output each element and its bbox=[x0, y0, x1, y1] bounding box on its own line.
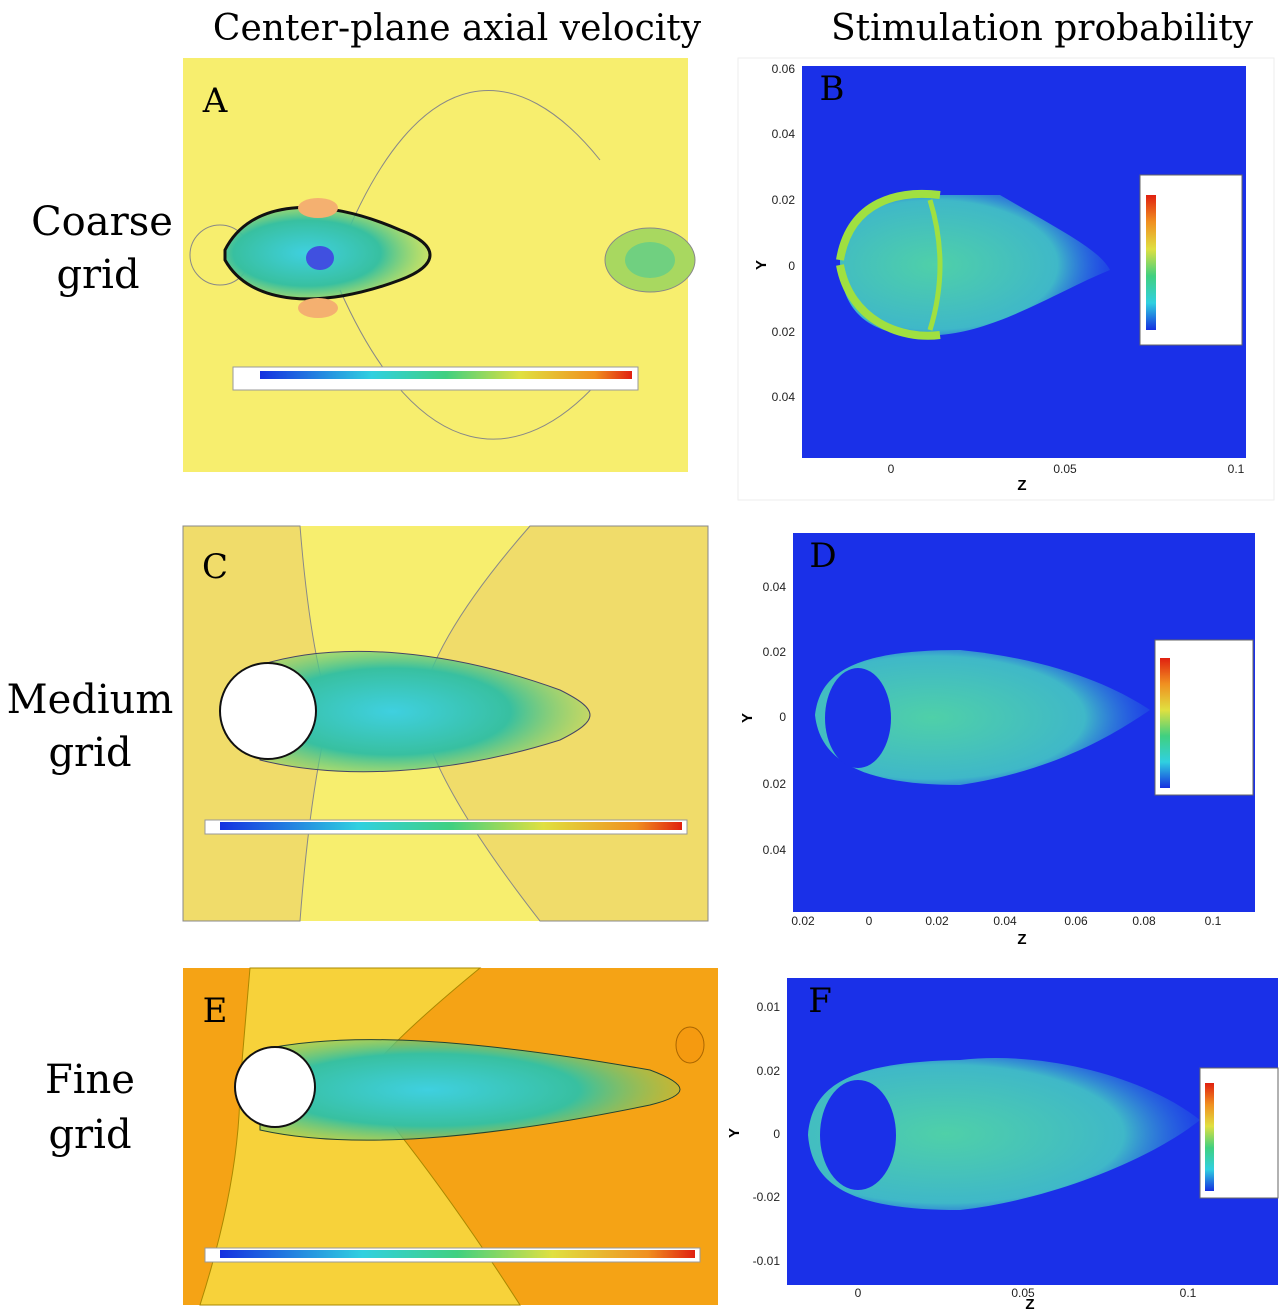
y-tick-label: 0.04 bbox=[772, 127, 796, 141]
velocity-plot bbox=[183, 967, 718, 1306]
x-tick-label: 0.1 bbox=[1205, 914, 1222, 928]
panel-letter: A bbox=[202, 81, 228, 121]
row-label: grid bbox=[48, 730, 131, 776]
row-label: Medium bbox=[7, 677, 174, 723]
x-tick-label: 0.06 bbox=[1064, 914, 1088, 928]
column-title: Center-plane axial velocity bbox=[213, 8, 702, 49]
y-tick-label: 0.01 bbox=[757, 1000, 781, 1014]
x-tick-label: 0.08 bbox=[1132, 914, 1156, 928]
panel-letter: D bbox=[809, 536, 836, 576]
y-tick-label: 0.04 bbox=[763, 580, 787, 594]
axis-label: Y bbox=[739, 713, 756, 723]
y-tick-label: 0 bbox=[788, 259, 795, 273]
y-tick-label: 0.02 bbox=[772, 193, 796, 207]
panel-letter: B bbox=[820, 69, 845, 109]
y-tick-label: 0.02 bbox=[763, 777, 787, 791]
y-tick-label: 0.02 bbox=[757, 1064, 781, 1078]
row-label: Coarse bbox=[31, 199, 173, 245]
y-tick-label: 0 bbox=[779, 710, 786, 724]
x-tick-label: 0.05 bbox=[1053, 462, 1077, 476]
x-tick-label: 0 bbox=[888, 462, 895, 476]
column-title: Stimulation probability bbox=[831, 8, 1254, 49]
y-tick-label: -0.02 bbox=[753, 1190, 781, 1204]
axis-label: Y bbox=[753, 260, 770, 270]
panel-letter: F bbox=[808, 981, 832, 1021]
panel-letter: E bbox=[203, 991, 228, 1031]
x-tick-label: 0.05 bbox=[1011, 1286, 1035, 1300]
axis-label: Z bbox=[1025, 1296, 1034, 1313]
velocity-plot bbox=[182, 525, 709, 922]
probability-plot bbox=[737, 57, 1275, 501]
axis-label: Z bbox=[1017, 931, 1026, 948]
x-tick-label: 0 bbox=[866, 914, 873, 928]
x-tick-label: 0.02 bbox=[791, 914, 815, 928]
row-label: grid bbox=[56, 252, 139, 298]
panel-letter: C bbox=[202, 547, 228, 587]
y-tick-label: 0.06 bbox=[772, 62, 796, 76]
y-tick-label: 0.04 bbox=[763, 843, 787, 857]
x-tick-label: 0.1 bbox=[1180, 1286, 1197, 1300]
y-tick-label: 0.02 bbox=[772, 325, 796, 339]
axis-label: Z bbox=[1017, 477, 1026, 494]
x-tick-label: 0.1 bbox=[1228, 462, 1245, 476]
y-tick-label: 0.02 bbox=[763, 645, 787, 659]
y-tick-label: 0.04 bbox=[772, 390, 796, 404]
probability-plot bbox=[787, 978, 1279, 1285]
y-tick-label: 0 bbox=[773, 1127, 780, 1141]
axis-label: Y bbox=[726, 1128, 743, 1138]
velocity-plot bbox=[183, 58, 696, 472]
x-tick-label: 0 bbox=[855, 1286, 862, 1300]
x-tick-label: 0.02 bbox=[925, 914, 949, 928]
probability-plot bbox=[793, 533, 1255, 912]
x-tick-label: 0.04 bbox=[993, 914, 1017, 928]
row-label: grid bbox=[48, 1112, 131, 1158]
y-tick-label: -0.01 bbox=[753, 1254, 781, 1268]
row-label: Fine bbox=[45, 1057, 135, 1103]
